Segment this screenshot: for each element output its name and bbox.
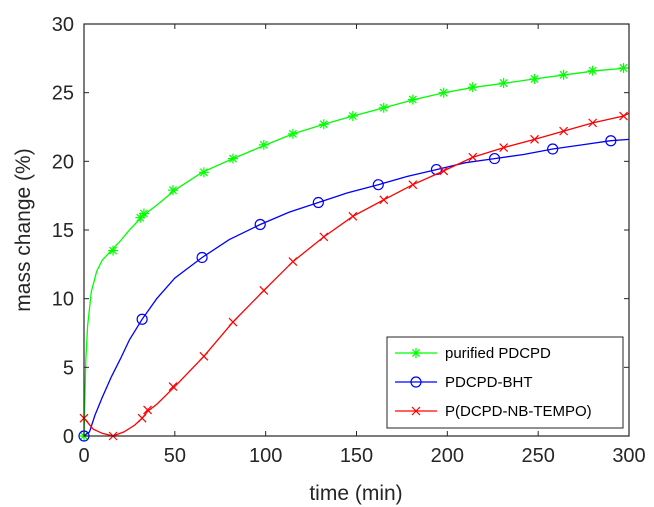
legend-label: P(DCPD-NB-TEMPO) (445, 403, 592, 420)
data-point (136, 313, 148, 325)
series-layer (78, 62, 630, 442)
legend-item: purified PDCPD (395, 345, 551, 362)
data-point (499, 143, 509, 153)
data-point (468, 152, 478, 162)
data-point (347, 111, 358, 122)
data-point (619, 111, 628, 121)
data-point (143, 405, 153, 415)
x-tick-label: 0 (78, 445, 89, 467)
data-point (378, 102, 389, 113)
data-point (258, 139, 269, 150)
ticks-layer: 0 50 100 150 200 250 300 0 5 10 15 20 25 30 (52, 14, 646, 467)
legend-label: PDCPD-BHT (445, 374, 533, 391)
legend-marker (411, 348, 421, 358)
y-tick-label: 20 (52, 151, 74, 173)
data-point (168, 185, 179, 196)
data-point (198, 167, 209, 178)
data-point (138, 208, 149, 219)
x-tick-label: 100 (249, 445, 282, 467)
x-tick-label: 250 (521, 445, 554, 467)
data-point (529, 73, 540, 84)
data-point (379, 195, 389, 205)
data-point (407, 94, 418, 105)
series-line-2 (83, 112, 630, 437)
y-tick-label: 5 (63, 357, 74, 379)
y-tick-label: 10 (52, 289, 74, 311)
x-tick-label: 200 (431, 445, 464, 467)
data-point (488, 152, 501, 165)
data-point (438, 87, 449, 98)
y-tick-label: 0 (63, 426, 74, 448)
legend-label: purified PDCPD (445, 345, 551, 362)
data-point (588, 118, 598, 128)
data-point (199, 351, 209, 361)
legend-item: PDCPD-BHT (395, 374, 533, 391)
x-tick-label: 300 (612, 445, 645, 467)
data-point (137, 413, 147, 423)
data-point (259, 286, 269, 295)
legend-marker (411, 406, 421, 416)
series-2 (79, 111, 630, 441)
data-point (108, 245, 119, 256)
legend-item: P(DCPD-NB-TEMPO) (395, 403, 592, 420)
data-point (618, 62, 629, 73)
data-point (558, 69, 569, 80)
data-point (559, 126, 569, 136)
x-axis-label: time (min) (309, 482, 402, 505)
data-point (348, 211, 358, 221)
data-point (288, 257, 298, 267)
data-point (439, 166, 449, 176)
y-axis-label: mass change (%) (12, 148, 35, 311)
data-point (605, 135, 617, 147)
data-point (319, 232, 329, 242)
x-tick-label: 50 (164, 445, 186, 467)
data-point (196, 251, 208, 264)
data-point (228, 317, 238, 327)
data-point (408, 180, 418, 190)
y-tick-label: 25 (52, 83, 74, 105)
legend: purified PDCPD PDCPD-BHT P(DCPD-NB-TEMPO) (386, 336, 624, 429)
data-point (498, 78, 509, 89)
x-tick-label: 150 (340, 445, 373, 467)
data-point (287, 128, 298, 139)
data-point (587, 65, 598, 76)
data-point (254, 218, 266, 231)
data-point (318, 119, 329, 130)
data-point (547, 143, 559, 155)
data-point (467, 82, 478, 93)
data-point (227, 153, 238, 164)
data-point (168, 382, 178, 391)
y-tick-label: 15 (52, 220, 74, 242)
data-point (312, 196, 324, 209)
legend-marker (410, 376, 422, 388)
data-point (372, 179, 384, 191)
series-1 (78, 135, 630, 442)
series-0 (79, 62, 630, 441)
y-tick-label: 30 (52, 14, 74, 36)
series-line-1 (83, 138, 630, 437)
data-point (530, 134, 539, 144)
